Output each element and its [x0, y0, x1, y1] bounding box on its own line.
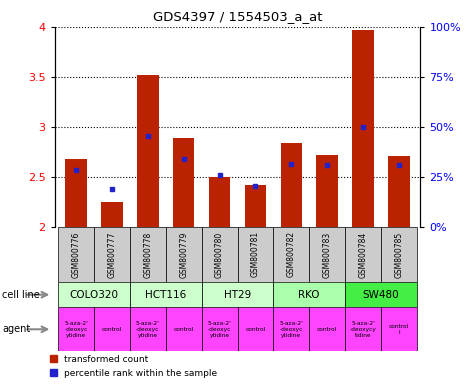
Bar: [388, 156, 409, 227]
Bar: [94, 227, 130, 282]
Text: agent: agent: [2, 324, 30, 334]
Bar: [345, 227, 381, 282]
Text: GSM800776: GSM800776: [72, 231, 81, 278]
Text: GSM800783: GSM800783: [323, 231, 332, 278]
Text: 5-aza-2'
-deoxyc
ytidine: 5-aza-2' -deoxyc ytidine: [208, 321, 231, 338]
Bar: [202, 282, 273, 307]
Bar: [209, 177, 230, 227]
Bar: [381, 307, 417, 351]
Bar: [309, 227, 345, 282]
Text: SW480: SW480: [362, 290, 399, 300]
Bar: [166, 307, 202, 351]
Bar: [345, 307, 381, 351]
Bar: [345, 282, 417, 307]
Bar: [238, 307, 273, 351]
Bar: [130, 307, 166, 351]
Text: GSM800781: GSM800781: [251, 231, 260, 278]
Text: 5-aza-2'
-deoxyc
ytidine: 5-aza-2' -deoxyc ytidine: [279, 321, 303, 338]
Text: HCT116: HCT116: [145, 290, 186, 300]
Text: control: control: [173, 327, 194, 332]
Bar: [202, 227, 238, 282]
Text: GSM800784: GSM800784: [359, 231, 368, 278]
Bar: [101, 202, 123, 227]
Bar: [273, 282, 345, 307]
Bar: [137, 75, 159, 227]
Title: GDS4397 / 1554503_a_at: GDS4397 / 1554503_a_at: [153, 10, 322, 23]
Text: GSM800785: GSM800785: [394, 231, 403, 278]
Text: COLO320: COLO320: [69, 290, 119, 300]
Text: HT29: HT29: [224, 290, 251, 300]
Bar: [238, 227, 273, 282]
Bar: [173, 138, 194, 227]
Bar: [202, 307, 238, 351]
Text: 5-aza-2'
-deoxycy
tidine: 5-aza-2' -deoxycy tidine: [350, 321, 377, 338]
Text: GSM800782: GSM800782: [287, 231, 296, 278]
Text: cell line: cell line: [2, 290, 40, 300]
Text: control
l: control l: [389, 324, 409, 335]
Legend: transformed count, percentile rank within the sample: transformed count, percentile rank withi…: [50, 355, 217, 377]
Text: GSM800780: GSM800780: [215, 231, 224, 278]
Bar: [58, 282, 130, 307]
Bar: [381, 227, 417, 282]
Text: GSM800777: GSM800777: [107, 231, 116, 278]
Bar: [245, 185, 266, 227]
Bar: [130, 282, 202, 307]
Bar: [166, 227, 202, 282]
Bar: [273, 307, 309, 351]
Bar: [352, 30, 374, 227]
Text: control: control: [245, 327, 266, 332]
Text: control: control: [102, 327, 122, 332]
Text: RKO: RKO: [298, 290, 320, 300]
Bar: [66, 159, 87, 227]
Bar: [316, 155, 338, 227]
Bar: [273, 227, 309, 282]
Text: GSM800778: GSM800778: [143, 231, 152, 278]
Bar: [58, 307, 94, 351]
Bar: [94, 307, 130, 351]
Bar: [58, 227, 94, 282]
Bar: [309, 307, 345, 351]
Bar: [130, 227, 166, 282]
Text: control: control: [317, 327, 337, 332]
Text: GSM800779: GSM800779: [179, 231, 188, 278]
Text: 5-aza-2'
-deoxyc
ytidine: 5-aza-2' -deoxyc ytidine: [136, 321, 160, 338]
Text: 5-aza-2'
-deoxyc
ytidine: 5-aza-2' -deoxyc ytidine: [64, 321, 88, 338]
Bar: [281, 143, 302, 227]
